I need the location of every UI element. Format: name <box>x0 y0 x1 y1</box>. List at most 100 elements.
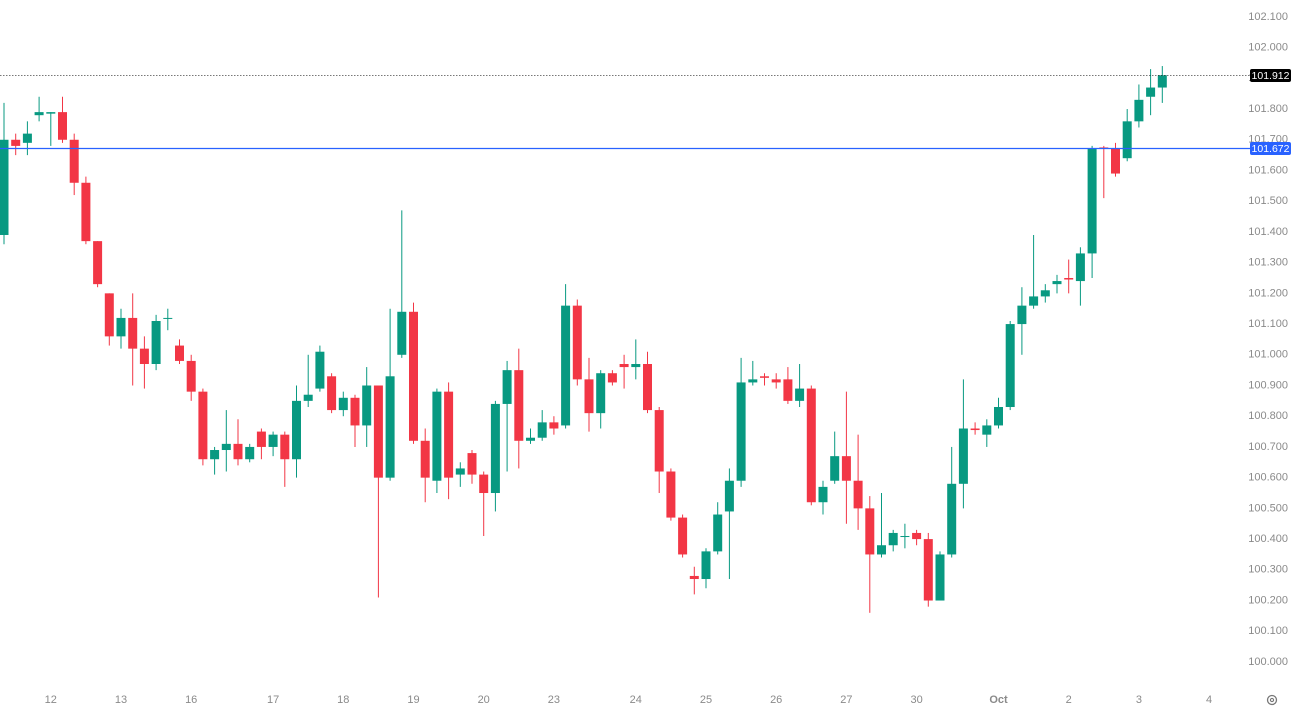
price-label-box <box>1250 69 1291 82</box>
candle-body <box>935 554 945 601</box>
candle-body <box>444 391 454 478</box>
settings-ring[interactable] <box>1266 694 1278 706</box>
x-tick-label: 13 <box>115 694 127 706</box>
candle-body <box>982 425 992 435</box>
y-tick-label: 100.900 <box>1248 379 1288 391</box>
candle-body <box>514 370 524 441</box>
candle-body <box>163 317 173 319</box>
candle-body <box>877 545 886 555</box>
candle-body <box>818 486 828 503</box>
candle-body <box>104 293 114 337</box>
candle-body <box>69 139 79 183</box>
candle-body <box>1122 121 1132 159</box>
candle-body <box>724 480 734 512</box>
candle-body <box>1157 75 1167 88</box>
candle-body <box>1052 281 1062 285</box>
x-tick-label: 4 <box>1206 694 1212 706</box>
price-label-box <box>1250 142 1291 155</box>
y-tick-label: 100.100 <box>1248 625 1288 637</box>
candle-body <box>186 360 196 392</box>
x-tick-label: 26 <box>770 694 782 706</box>
candle-body <box>748 379 758 383</box>
candle-body <box>771 379 781 383</box>
candle-body <box>409 311 418 441</box>
candle-body <box>853 480 863 509</box>
candle-body <box>1134 99 1144 122</box>
y-tick-label: 100.200 <box>1248 594 1288 606</box>
candle-body <box>1146 87 1156 97</box>
y-tick-label: 100.500 <box>1248 502 1288 514</box>
candle-body <box>1029 296 1039 306</box>
x-tick-label: 12 <box>45 694 57 706</box>
candle-body <box>607 373 617 383</box>
candle-body <box>292 400 301 460</box>
candle-body <box>139 348 149 365</box>
y-tick-label: 101.300 <box>1248 257 1288 269</box>
candle-body <box>526 437 535 441</box>
candle-body <box>1017 305 1027 325</box>
candle-body <box>1005 324 1015 408</box>
candle-body <box>654 410 664 472</box>
x-tick-label: 20 <box>478 694 490 706</box>
candle-body <box>280 434 290 460</box>
candle-body <box>900 536 910 538</box>
candle-body <box>678 517 688 555</box>
candle-body <box>397 311 407 355</box>
y-tick-label: 101.200 <box>1248 287 1288 299</box>
candle-body <box>1087 148 1097 254</box>
x-tick-label: 27 <box>840 694 852 706</box>
x-tick-label: 30 <box>910 694 922 706</box>
candle-body <box>210 450 220 460</box>
candle-body <box>994 407 1003 426</box>
candle-body <box>865 508 875 555</box>
price-label: 101.672 <box>1252 143 1290 155</box>
candle-body <box>151 320 161 365</box>
x-tick-label: 18 <box>337 694 349 706</box>
candle-body <box>584 379 594 414</box>
candle-body <box>502 370 512 404</box>
candle-body <box>490 403 500 494</box>
candle-body <box>596 373 606 414</box>
candle-body <box>327 376 337 411</box>
candle-body <box>970 428 980 431</box>
candle-body <box>58 112 67 140</box>
candle-body <box>537 422 547 438</box>
candle-body <box>1040 290 1050 297</box>
x-tick-label: Oct <box>989 694 1008 706</box>
candle-body <box>420 440 430 478</box>
settings-icon[interactable] <box>1266 694 1278 706</box>
candle-body <box>958 428 968 484</box>
candle-body <box>256 431 266 447</box>
y-tick-label: 100.400 <box>1248 533 1288 545</box>
candle-body <box>736 382 746 481</box>
candle-body <box>841 456 851 481</box>
candle-body <box>350 397 360 426</box>
candle-body <box>1064 277 1074 280</box>
candle-body <box>245 446 255 460</box>
candle-body <box>338 397 348 411</box>
x-tick-label: 17 <box>267 694 279 706</box>
candle-body <box>619 364 629 368</box>
candle-body <box>432 391 442 481</box>
candle-body <box>713 514 723 552</box>
candle-body <box>561 305 571 426</box>
candle-body <box>912 532 922 540</box>
candle-body <box>783 379 793 401</box>
candle-body <box>233 443 243 460</box>
y-tick-label: 101.800 <box>1248 103 1288 115</box>
candle-body <box>0 139 9 235</box>
x-tick-label: 19 <box>407 694 419 706</box>
settings-core[interactable] <box>1269 697 1275 703</box>
candle-body <box>666 471 676 518</box>
y-tick-label: 100.000 <box>1248 656 1288 668</box>
y-tick-label: 100.800 <box>1248 410 1288 422</box>
candle-body <box>385 376 395 478</box>
y-tick-label: 101.600 <box>1248 164 1288 176</box>
candle-body <box>198 391 208 460</box>
x-tick-label: 3 <box>1136 694 1142 706</box>
candle-body <box>11 139 21 146</box>
candle-body <box>467 453 477 475</box>
candle-body <box>760 376 769 378</box>
candle-body <box>479 474 489 494</box>
x-tick-label: 25 <box>700 694 712 706</box>
